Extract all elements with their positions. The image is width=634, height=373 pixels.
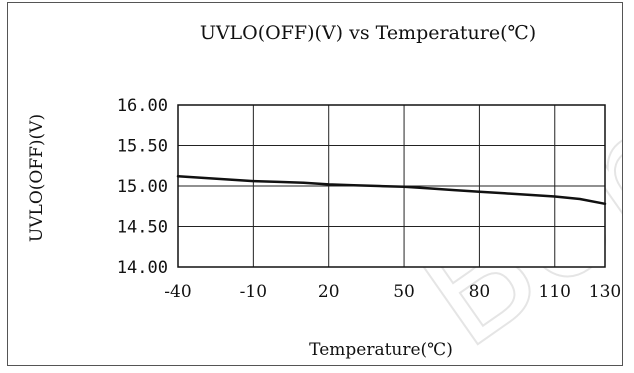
x-tick-label: 80 <box>469 282 491 302</box>
chart-svg: Bon UVLO(OFF)(V) vs Temperature(℃) 16.00… <box>27 22 622 365</box>
data-point <box>252 180 255 183</box>
data-point <box>428 187 431 190</box>
x-tick-label: -40 <box>164 282 191 302</box>
data-point <box>352 184 355 187</box>
chart-frame: Bon UVLO(OFF)(V) vs Temperature(℃) 16.00… <box>7 2 623 366</box>
x-tick-label: 110 <box>539 282 571 302</box>
data-point <box>277 181 280 183</box>
x-tick-label: 20 <box>318 282 340 302</box>
grid <box>177 104 606 268</box>
x-axis-label: Temperature(℃) <box>309 340 453 360</box>
plot-border <box>177 104 606 268</box>
data-point <box>177 175 179 178</box>
y-tick-label: 15.50 <box>117 137 168 157</box>
data-point <box>503 192 506 195</box>
y-tick-label: 16.00 <box>117 96 168 116</box>
x-tick-labels: -40 -10 20 50 80 110 130 <box>164 282 621 302</box>
data-point <box>403 185 405 188</box>
x-tick-label: 50 <box>393 282 415 302</box>
x-tick-label: -10 <box>240 282 267 302</box>
data-point <box>202 177 205 179</box>
data-point <box>227 178 230 181</box>
y-axis-label: UVLO(OFF)(V) <box>27 114 47 242</box>
y-tick-label: 15.00 <box>117 177 168 197</box>
data-point <box>528 194 531 196</box>
series-group <box>176 175 607 206</box>
data-point <box>453 189 456 191</box>
series-line-0 <box>176 175 607 206</box>
chart-title: UVLO(OFF)(V) vs Temperature(℃) <box>200 22 536 44</box>
data-point <box>327 183 330 186</box>
x-tick-label: 130 <box>589 282 621 302</box>
y-tick-label: 14.50 <box>117 218 168 238</box>
data-point <box>302 181 305 184</box>
y-tick-labels: 16.00 15.50 15.00 14.50 14.00 <box>117 96 168 278</box>
y-tick-label: 14.00 <box>117 258 168 278</box>
data-point <box>604 202 606 205</box>
data-point <box>578 198 581 200</box>
data-point <box>378 185 380 187</box>
data-point <box>478 190 481 193</box>
data-point <box>553 195 556 198</box>
